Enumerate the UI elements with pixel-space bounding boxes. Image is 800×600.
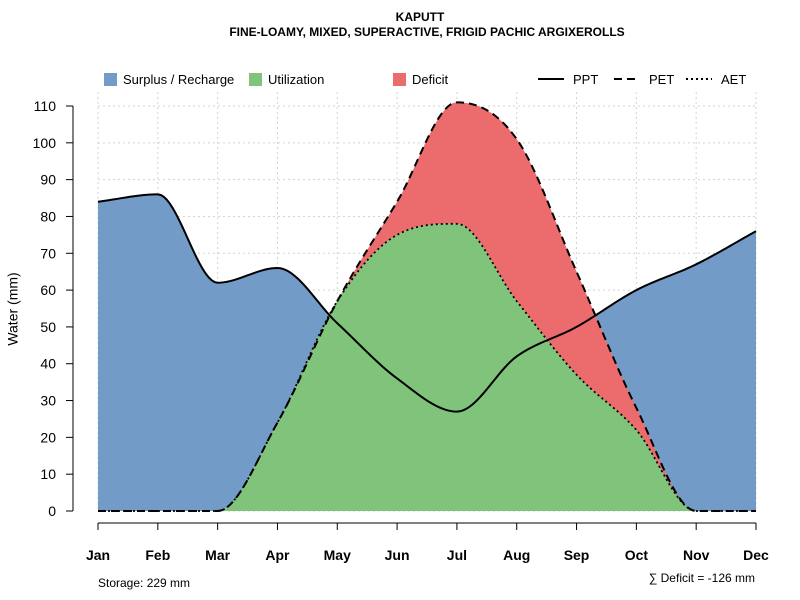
storage-annotation: Storage: 229 mm (98, 576, 190, 590)
x-tick-label: Oct (625, 547, 649, 563)
legend-swatch (104, 73, 117, 86)
chart-title: KAPUTT (396, 10, 445, 24)
deficit-area (98, 102, 756, 511)
x-tick-label: Apr (265, 547, 290, 563)
x-tick-label: Jan (86, 547, 110, 563)
chart-subtitle: FINE-LOAMY, MIXED, SUPERACTIVE, FRIGID P… (229, 25, 624, 39)
series-line-ppt (97, 193, 757, 413)
series-lines (97, 101, 757, 512)
y-tick-label: 110 (34, 98, 57, 114)
x-tick-label: Dec (743, 547, 769, 563)
y-tick-label: 90 (40, 172, 56, 188)
x-tick-label: Jul (447, 547, 467, 563)
x-tick-label: Aug (503, 547, 530, 563)
series-line-pet (98, 101, 756, 512)
y-tick-label: 0 (48, 503, 56, 519)
x-tick-label: May (324, 547, 351, 563)
y-tick-label: 80 (40, 208, 56, 224)
x-tick-label: Feb (145, 547, 170, 563)
y-axis-title: Water (mm) (5, 272, 21, 345)
legend-swatch (393, 73, 406, 86)
legend-label: AET (721, 72, 746, 87)
y-tick-label: 60 (40, 282, 56, 298)
y-tick-label: 40 (40, 356, 56, 372)
y-tick-label: 100 (33, 135, 57, 151)
water-balance-areas (98, 102, 756, 512)
x-tick-label: Nov (683, 547, 710, 563)
legend-label: PPT (573, 72, 598, 87)
legend: Surplus / Recharge Utilization Deficit PPT P… (104, 72, 746, 87)
axes: 0 10 20 30 40 50 60 70 80 90 100 110 Jan Feb Mar Apr May… (33, 98, 769, 563)
legend-label: Utilization (268, 72, 324, 87)
legend-label: Surplus / Recharge (123, 72, 234, 87)
legend-swatch (249, 73, 262, 86)
y-tick-label: 30 (40, 393, 56, 409)
series-line-aet (98, 222, 756, 512)
deficit-annotation: ∑ Deficit = -126 mm (649, 571, 755, 585)
y-tick-label: 10 (40, 466, 56, 482)
utilization-area-aet (98, 223, 756, 511)
y-tick-label: 20 (40, 429, 56, 445)
x-tick-label: Sep (564, 547, 590, 563)
x-tick-label: Mar (205, 547, 230, 563)
y-tick-label: 50 (40, 319, 56, 335)
x-tick-label: Jun (385, 547, 410, 563)
legend-label: Deficit (412, 72, 449, 87)
legend-label: PET (649, 72, 674, 87)
y-tick-label: 70 (40, 245, 56, 261)
